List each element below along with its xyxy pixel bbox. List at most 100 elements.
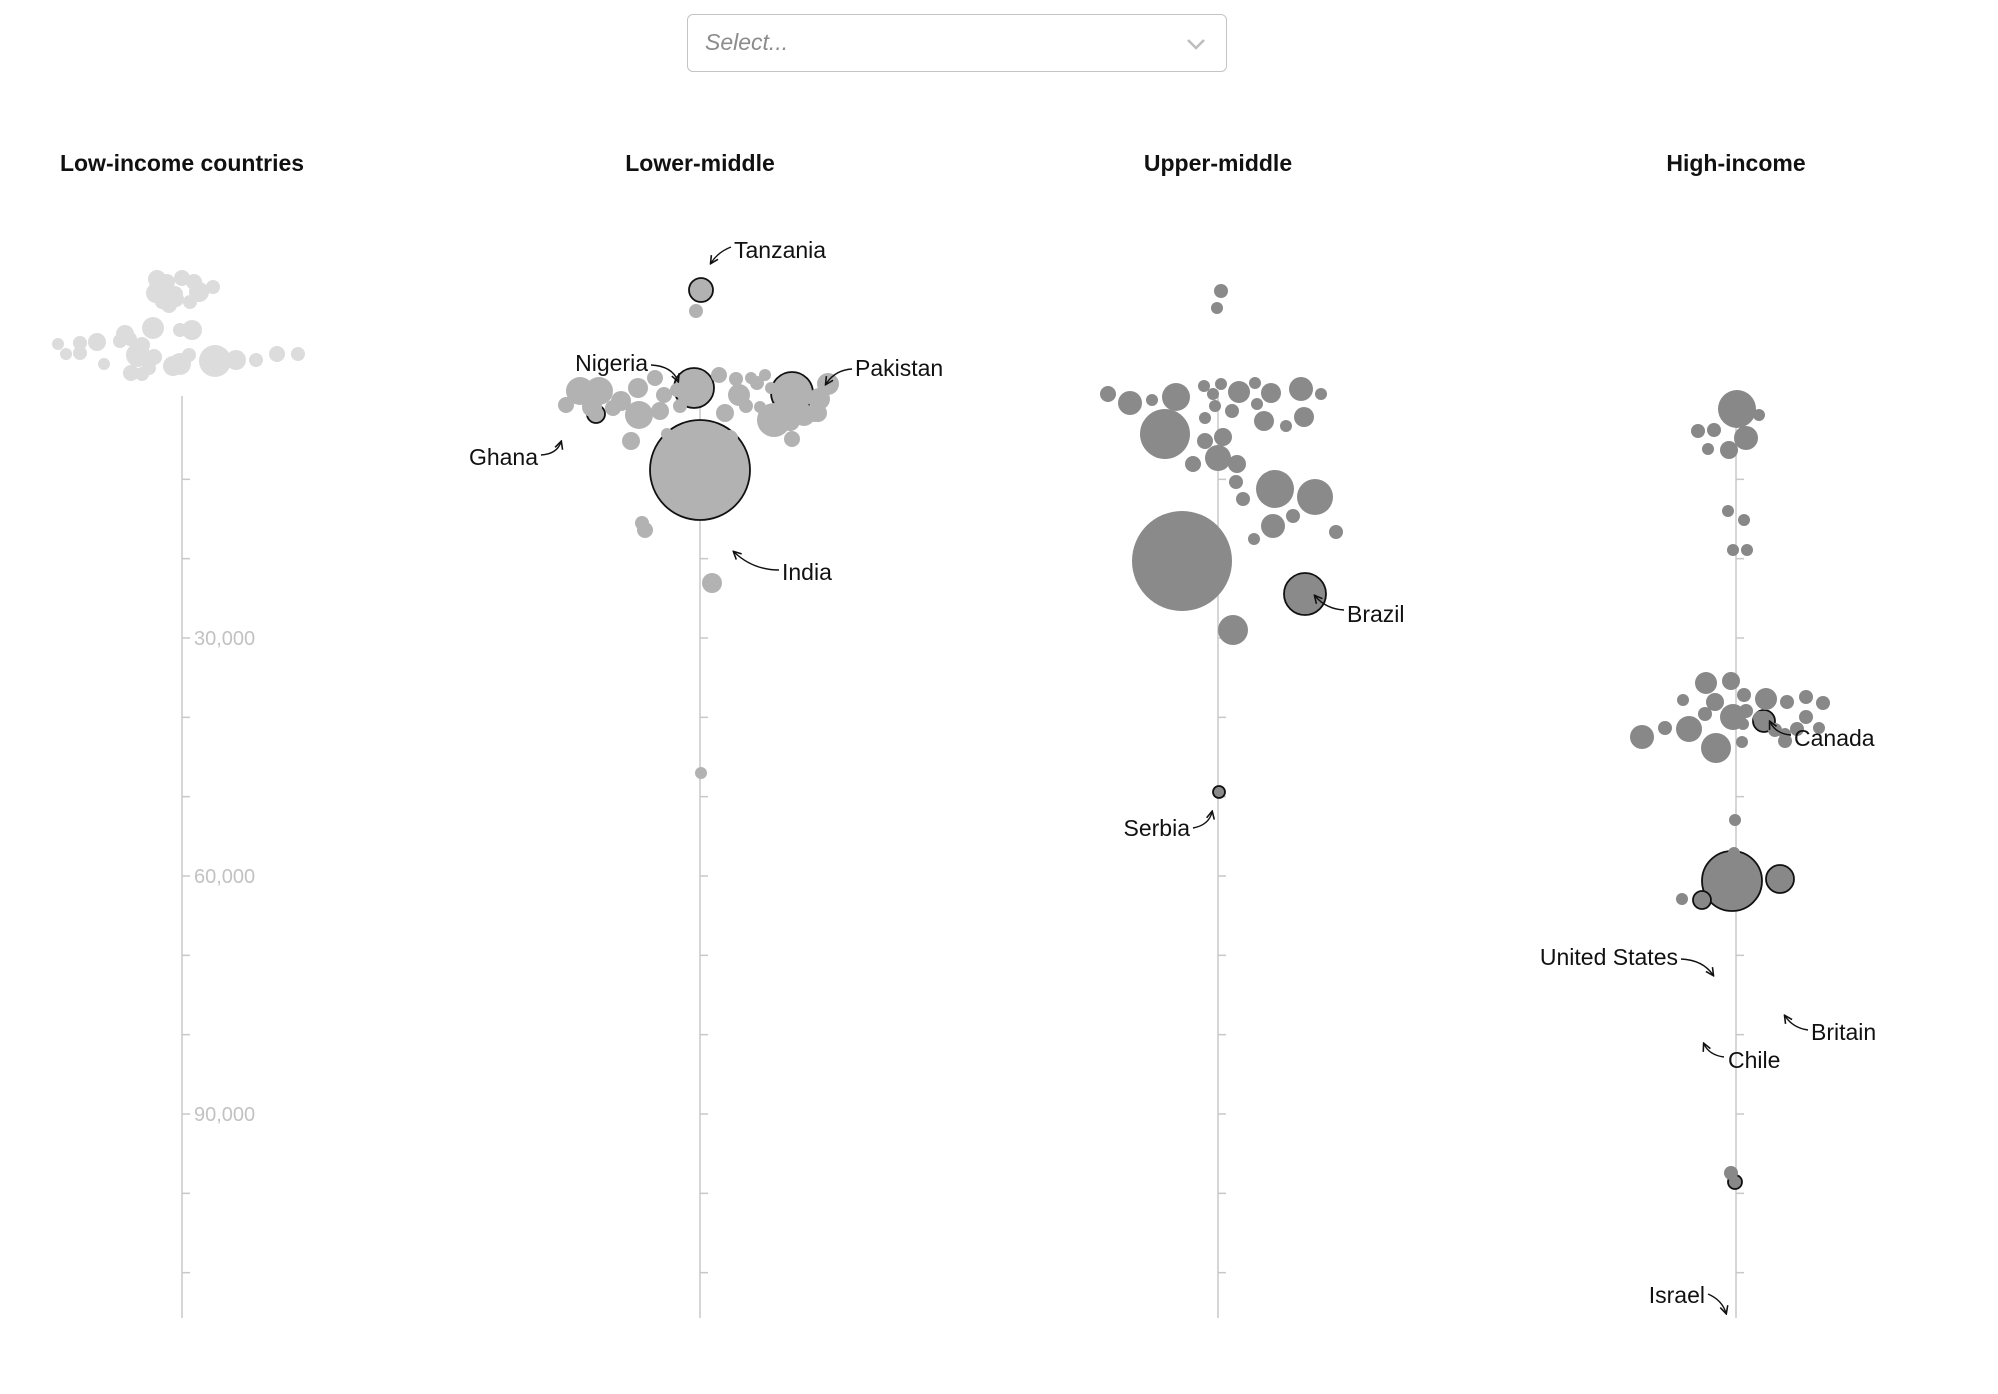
bubble[interactable] (1780, 695, 1794, 709)
bubble[interactable] (1722, 672, 1740, 690)
bubble[interactable] (1658, 721, 1672, 735)
bubble[interactable] (1185, 456, 1201, 472)
bubble-chile[interactable] (1692, 890, 1712, 910)
bubble[interactable] (670, 383, 684, 397)
bubble[interactable] (605, 400, 621, 416)
bubble[interactable] (113, 334, 127, 348)
bubble[interactable] (1695, 672, 1717, 694)
bubble[interactable] (622, 432, 640, 450)
bubble[interactable] (1146, 394, 1158, 406)
bubble[interactable] (1738, 514, 1750, 526)
bubble[interactable] (1218, 615, 1248, 645)
bubble[interactable] (1315, 388, 1327, 400)
bubble[interactable] (1199, 412, 1211, 424)
bubble[interactable] (1197, 433, 1213, 449)
bubble[interactable] (1778, 734, 1792, 748)
bubble[interactable] (146, 349, 162, 365)
bubble[interactable] (183, 295, 197, 309)
bubble[interactable] (199, 345, 231, 377)
bubble[interactable] (1162, 383, 1190, 411)
bubble[interactable] (1702, 443, 1714, 455)
bubble-britain[interactable] (1765, 864, 1795, 894)
bubble[interactable] (73, 346, 87, 360)
bubble[interactable] (1215, 378, 1227, 390)
bubble[interactable] (1741, 544, 1753, 556)
bubble[interactable] (1691, 424, 1705, 438)
bubble[interactable] (1132, 511, 1232, 611)
bubble[interactable] (759, 369, 771, 381)
bubble[interactable] (269, 346, 285, 362)
bubble[interactable] (249, 353, 263, 367)
bubble[interactable] (1706, 693, 1724, 711)
bubble-india[interactable] (649, 419, 751, 521)
bubble[interactable] (582, 397, 602, 417)
bubble[interactable] (729, 372, 743, 386)
bubble[interactable] (1753, 711, 1767, 725)
bubble[interactable] (1677, 694, 1689, 706)
bubble[interactable] (52, 338, 64, 350)
bubble[interactable] (1100, 386, 1116, 402)
bubble[interactable] (1256, 470, 1294, 508)
bubble[interactable] (1676, 716, 1702, 742)
bubble[interactable] (98, 358, 110, 370)
bubble[interactable] (1790, 722, 1804, 736)
bubble[interactable] (817, 373, 839, 395)
bubble[interactable] (1225, 404, 1239, 418)
bubble[interactable] (1727, 544, 1739, 556)
bubble[interactable] (1737, 688, 1751, 702)
bubble[interactable] (757, 403, 791, 437)
bubble[interactable] (1799, 690, 1813, 704)
bubble[interactable] (1289, 377, 1313, 401)
bubble[interactable] (1722, 505, 1734, 517)
bubble[interactable] (1280, 420, 1292, 432)
bubble-tanzania[interactable] (688, 277, 714, 303)
bubble[interactable] (73, 336, 87, 350)
bubble[interactable] (182, 348, 196, 362)
bubble[interactable] (1286, 509, 1300, 523)
bubble[interactable] (1724, 1166, 1738, 1180)
bubble[interactable] (1737, 892, 1751, 906)
bubble[interactable] (1816, 696, 1830, 710)
bubble[interactable] (1198, 380, 1210, 392)
bubble[interactable] (126, 343, 150, 367)
bubble[interactable] (716, 404, 734, 422)
bubble[interactable] (1753, 409, 1765, 421)
bubble[interactable] (739, 399, 753, 413)
bubble[interactable] (784, 431, 800, 447)
bubble[interactable] (1214, 428, 1232, 446)
bubble[interactable] (1251, 398, 1263, 410)
bubble[interactable] (1209, 400, 1221, 412)
bubble[interactable] (291, 347, 305, 361)
bubble[interactable] (1214, 284, 1228, 298)
bubble-serbia[interactable] (1212, 785, 1226, 799)
bubble[interactable] (1676, 893, 1688, 905)
bubble[interactable] (656, 387, 672, 403)
bubble[interactable] (1729, 814, 1741, 826)
bubble[interactable] (1249, 377, 1261, 389)
bubble[interactable] (1229, 475, 1243, 489)
bubble[interactable] (780, 411, 800, 431)
bubble[interactable] (1718, 390, 1756, 428)
bubble[interactable] (1236, 492, 1250, 506)
bubble[interactable] (1228, 455, 1246, 473)
bubble[interactable] (88, 333, 106, 351)
bubble[interactable] (1211, 302, 1223, 314)
bubble-brazil[interactable] (1283, 572, 1327, 616)
bubble[interactable] (1737, 718, 1749, 730)
bubble[interactable] (1228, 381, 1250, 403)
bubble[interactable] (1799, 710, 1813, 724)
bubble[interactable] (60, 348, 72, 360)
bubble[interactable] (1813, 722, 1825, 734)
bubble[interactable] (1728, 847, 1740, 859)
bubble[interactable] (628, 378, 648, 398)
bubble[interactable] (745, 372, 757, 384)
bubble[interactable] (1329, 525, 1343, 539)
bubble[interactable] (689, 304, 703, 318)
bubble[interactable] (1118, 391, 1142, 415)
bubble[interactable] (765, 382, 777, 394)
bubble[interactable] (722, 430, 738, 446)
bubble[interactable] (1294, 407, 1314, 427)
bubble[interactable] (142, 317, 164, 339)
bubble[interactable] (1755, 688, 1777, 710)
bubble[interactable] (558, 397, 574, 413)
